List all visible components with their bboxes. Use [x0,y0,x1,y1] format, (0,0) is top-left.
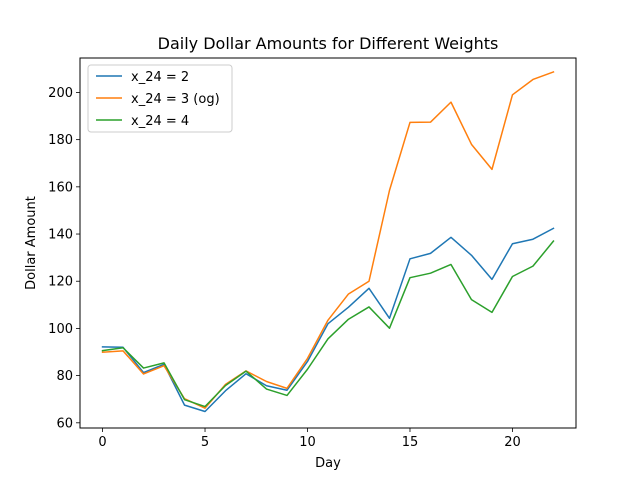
series-lines [101,70,555,413]
y-tick-label: 60 [56,416,73,431]
plot-frame [79,57,577,429]
chart-title: Daily Dollar Amounts for Different Weigh… [158,34,499,53]
legend-label-3: x_24 = 4 [131,114,189,129]
series-line-3 [101,240,555,408]
legend-label-2: x_24 = 3 (og) [131,92,220,107]
y-axis-label: Dollar Amount [24,196,39,290]
x-tick-label: 20 [504,435,521,450]
x-axis: 0 5 10 15 20 [98,428,521,450]
x-tick-label: 0 [98,435,106,450]
series-line-1 [101,227,555,413]
legend: x_24 = 2 x_24 = 3 (og) x_24 = 4 [87,64,233,133]
x-tick-label: 5 [201,435,209,450]
x-tick-label: 15 [402,435,419,450]
x-tick-label: 10 [299,435,316,450]
y-tick-label: 180 [48,133,73,148]
legend-box [87,64,233,133]
y-tick-label: 160 [48,180,73,195]
y-tick-label: 80 [56,369,73,384]
y-tick-label: 100 [48,322,73,337]
y-axis: 60 80 100 120 140 160 180 200 [48,86,80,431]
legend-label-1: x_24 = 2 [131,70,189,85]
y-tick-label: 200 [48,86,73,101]
x-axis-label: Day [315,456,341,471]
y-tick-label: 140 [48,228,73,243]
y-tick-label: 120 [48,275,73,290]
